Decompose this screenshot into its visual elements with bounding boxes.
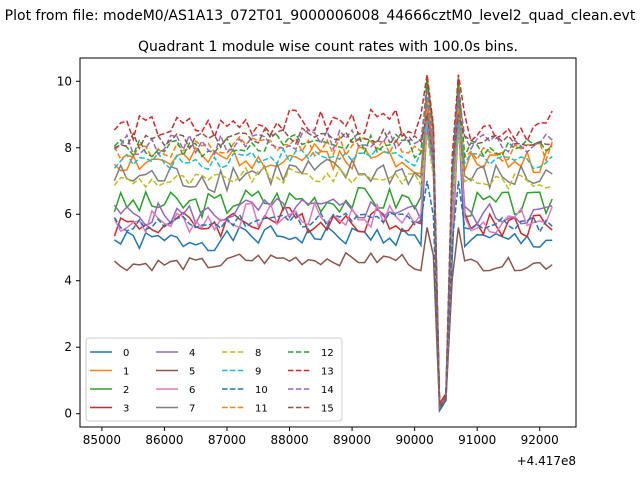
x-tick-label: 85000: [83, 433, 121, 447]
legend-label: 2: [123, 385, 129, 396]
x-tick-label: 88000: [270, 433, 308, 447]
x-tick-label: 87000: [208, 433, 246, 447]
y-tick-label: 4: [64, 274, 72, 288]
legend-label: 4: [189, 348, 195, 359]
series-line-4: [113, 127, 553, 410]
series-line-1: [113, 97, 553, 410]
legend-label: 6: [189, 385, 195, 396]
legend-label: 8: [255, 348, 261, 359]
series-line-7: [113, 104, 553, 410]
legend-label: 1: [123, 367, 129, 378]
x-tick-label: 89000: [333, 433, 371, 447]
series-line-13: [113, 74, 553, 407]
legend-label: 5: [189, 367, 195, 378]
x-tick-label: 91000: [458, 433, 496, 447]
figure-suptitle: Plot from file: modeM0/AS1A13_072T01_900…: [5, 8, 636, 24]
series-line-12: [113, 77, 553, 410]
legend-label: 11: [255, 404, 268, 415]
legend-label: 14: [321, 385, 334, 396]
legend-label: 13: [321, 367, 334, 378]
series-line-11: [113, 107, 553, 410]
x-axis: 85000 86000 87000 88000 89000 90000 91000 92000: [83, 427, 559, 447]
series-line-0: [113, 114, 553, 413]
legend-label: 12: [321, 348, 334, 359]
y-tick-label: 10: [57, 74, 72, 88]
chart-title: Quadrant 1 module wise count rates with …: [138, 39, 518, 55]
y-tick-label: 8: [64, 141, 72, 155]
y-axis: 0 2 4 6 8 10: [57, 74, 80, 421]
series-line-8: [113, 134, 553, 410]
axes-frame: [79, 57, 577, 428]
x-axis-offset-label: +4.417e8: [517, 454, 576, 468]
legend-box: [85, 337, 343, 422]
legend-label: 0: [123, 348, 129, 359]
y-tick-label: 0: [64, 407, 72, 421]
x-tick-label: 90000: [396, 433, 434, 447]
y-tick-label: 2: [64, 340, 72, 354]
y-tick-label: 6: [64, 207, 72, 221]
series-line-15: [114, 114, 553, 410]
x-tick-label: 92000: [521, 433, 559, 447]
series-line-14: [113, 91, 553, 410]
x-tick-label: 86000: [145, 433, 183, 447]
legend-label: 10: [255, 385, 268, 396]
series-line-5: [113, 227, 553, 413]
legend-label: 9: [255, 367, 261, 378]
series-lines: [113, 74, 553, 413]
series-line-10: [113, 180, 553, 413]
legend-label: 3: [123, 404, 129, 415]
series-line-2: [113, 81, 553, 410]
legend-label: 7: [189, 404, 195, 415]
legend-label: 15: [321, 404, 334, 415]
